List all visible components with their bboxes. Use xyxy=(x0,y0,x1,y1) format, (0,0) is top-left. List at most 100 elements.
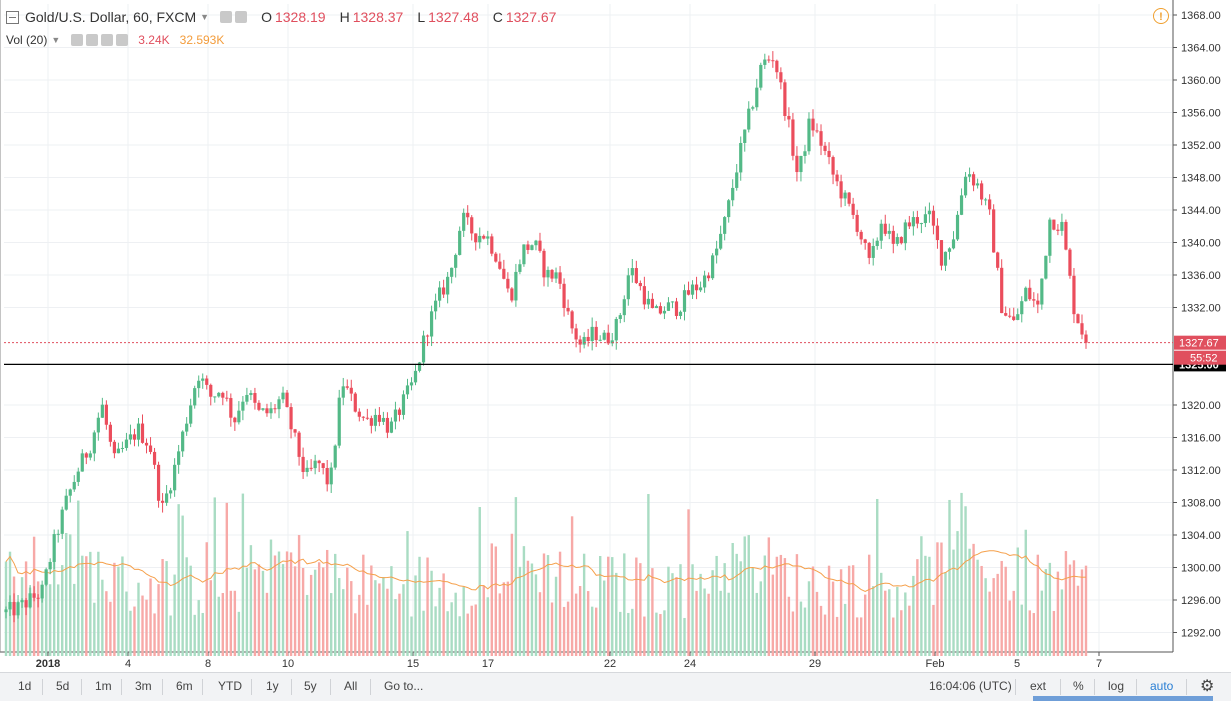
candle-body xyxy=(743,129,747,143)
price-tick-label: 1300.00 xyxy=(1181,563,1221,575)
candle-body xyxy=(466,212,470,218)
candle-body xyxy=(421,335,426,363)
volume-bar xyxy=(1080,569,1084,656)
candle-body xyxy=(462,212,466,231)
clock[interactable]: 16:04:06 (UTC) xyxy=(929,679,1012,693)
range-5y[interactable]: 5y xyxy=(304,679,317,693)
candle-body xyxy=(947,248,952,252)
candle-body xyxy=(827,150,831,158)
volume-bar xyxy=(366,604,369,656)
volume-bar xyxy=(791,611,795,656)
candle-body xyxy=(313,460,317,469)
candle-body xyxy=(433,300,438,312)
percent-toggle[interactable]: % xyxy=(1073,679,1084,693)
volume-bar xyxy=(494,546,498,656)
volume-bar xyxy=(450,602,453,656)
goto-button[interactable]: Go to... xyxy=(384,679,424,693)
candle-body xyxy=(614,318,618,341)
range-all[interactable]: All xyxy=(344,679,358,693)
candle-body xyxy=(88,453,92,458)
candle-body xyxy=(502,268,506,279)
volume-bar xyxy=(36,581,40,656)
volume-remove-icon[interactable] xyxy=(116,34,129,46)
candle-body xyxy=(1028,287,1032,300)
volume-bar xyxy=(859,617,863,656)
volume-bar xyxy=(97,551,100,656)
volume-bar xyxy=(28,587,32,656)
candle-body xyxy=(763,59,767,65)
visibility-icon[interactable] xyxy=(220,11,233,23)
ext-toggle[interactable]: ext xyxy=(1030,679,1047,693)
volume-chevron-icon[interactable]: ▼ xyxy=(51,35,61,45)
volume-bar xyxy=(281,564,285,656)
volume-bar xyxy=(562,606,566,656)
range-ytd[interactable]: YTD xyxy=(218,679,242,693)
volume-bar xyxy=(245,567,249,656)
warning-icon[interactable]: ! xyxy=(1153,8,1169,24)
candle-body xyxy=(534,240,538,246)
range-1d[interactable]: 1d xyxy=(18,679,32,693)
gear-icon[interactable]: ⚙ xyxy=(1200,678,1215,695)
candle-body xyxy=(674,301,679,316)
volume-bar xyxy=(743,536,746,656)
chevron-down-icon[interactable]: ▼ xyxy=(200,12,210,22)
volume-bar xyxy=(434,606,437,656)
volume-settings-icon[interactable] xyxy=(86,34,99,46)
candle-body xyxy=(739,142,743,173)
volume-bar xyxy=(265,592,269,656)
volume-bar xyxy=(129,610,132,656)
candle-body xyxy=(911,217,915,227)
candle-body xyxy=(429,311,434,337)
candle-body xyxy=(518,264,522,272)
volume-bar xyxy=(566,601,570,656)
last-price-label: 1327.67 xyxy=(1179,338,1219,350)
candle-body xyxy=(630,268,634,276)
log-toggle[interactable]: log xyxy=(1108,679,1125,693)
volume-bar xyxy=(225,502,229,656)
volume-add-icon[interactable] xyxy=(101,34,114,46)
volume-bar xyxy=(133,606,136,656)
volume-bar xyxy=(478,507,481,656)
volume-bar xyxy=(522,546,526,656)
range-1m[interactable]: 1m xyxy=(95,679,112,693)
volume-bar xyxy=(1040,590,1044,656)
volume-bar xyxy=(872,586,875,656)
volume-bar xyxy=(358,594,361,656)
volume-bar xyxy=(330,593,333,656)
candle-body xyxy=(474,233,478,243)
volume-bar xyxy=(514,497,518,656)
volume-bar xyxy=(145,599,148,656)
range-1y[interactable]: 1y xyxy=(266,679,279,693)
volume-bar xyxy=(462,586,465,656)
range-6m[interactable]: 6m xyxy=(176,679,193,693)
volume-bar xyxy=(574,593,578,656)
symbol-title: Gold/U.S. Dollar, 60, FXCM xyxy=(25,9,197,25)
candle-body xyxy=(225,397,229,399)
volume-bar xyxy=(394,599,397,656)
volume-bar xyxy=(643,616,646,656)
volume-visibility-icon[interactable] xyxy=(71,34,84,46)
candle-body xyxy=(731,187,735,201)
candle-body xyxy=(955,214,960,240)
volume-bar xyxy=(157,584,160,656)
candle-body xyxy=(819,131,823,146)
range-5d[interactable]: 5d xyxy=(56,679,70,693)
candle-body xyxy=(867,242,871,258)
volume-bar xyxy=(707,593,710,656)
scroll-indicator[interactable] xyxy=(1033,696,1213,701)
range-3m[interactable]: 3m xyxy=(135,679,152,693)
candle-body xyxy=(988,199,992,210)
collapse-icon[interactable] xyxy=(6,10,19,24)
volume-bar xyxy=(446,611,449,656)
settings-small-icon[interactable] xyxy=(235,11,248,23)
volume-bar xyxy=(799,601,803,656)
candle-body xyxy=(694,284,699,291)
candle-body xyxy=(650,298,654,309)
auto-toggle[interactable]: auto xyxy=(1150,679,1174,693)
volume-bar xyxy=(611,557,614,656)
volume-bar xyxy=(518,566,522,656)
candle-body xyxy=(831,157,835,175)
candle-body xyxy=(249,393,253,395)
volume-bar xyxy=(269,539,273,656)
